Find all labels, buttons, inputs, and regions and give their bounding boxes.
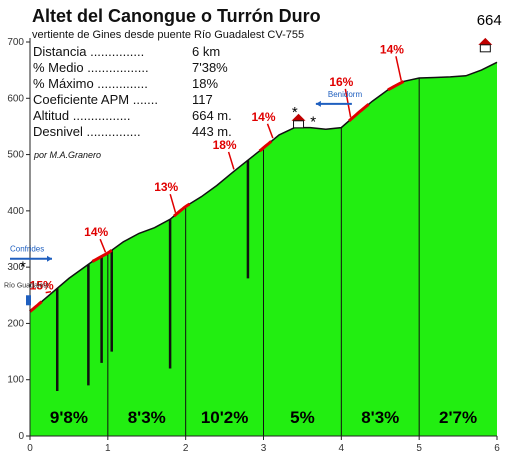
steep-section-4 [348, 103, 370, 122]
y-tick-label: 200 [7, 318, 24, 329]
direction-arrowhead [315, 100, 321, 107]
place-label: Río Guadalest [4, 282, 49, 289]
info-label: % Medio ................. [33, 60, 149, 75]
grade-label: 14% [251, 110, 275, 124]
grade-pointer [169, 193, 177, 213]
x-tick-label: 4 [339, 443, 345, 454]
y-tick-label: 400 [7, 206, 24, 217]
peak-altitude-label: 664 [477, 12, 502, 29]
info-label: Altitud ................ [33, 108, 131, 123]
y-tick-label: 100 [7, 375, 24, 386]
x-tick-label: 0 [27, 443, 33, 454]
steep-section-0 [28, 300, 43, 313]
y-tick-label: 500 [7, 150, 24, 161]
grade-label: 18% [213, 138, 237, 152]
grade-label: 15% [30, 279, 54, 293]
x-tick-label: 2 [183, 443, 189, 454]
info-label: % Máximo .............. [33, 76, 148, 91]
x-tick-label: 5 [416, 443, 422, 454]
grade-pointer [395, 56, 402, 81]
steep-section-5 [387, 80, 405, 92]
y-tick-label: 0 [18, 431, 24, 442]
info-value: 18% [192, 76, 218, 91]
junction-marker: * [310, 113, 316, 130]
chart-title: Altet del Canongue o Turrón Duro [32, 6, 321, 26]
grade-pointer [45, 290, 52, 294]
steep-section-2 [173, 202, 191, 218]
house-icon-body [293, 120, 305, 129]
info-label: Desnivel ............... [33, 124, 141, 139]
profile-layer [28, 61, 498, 437]
x-tick-label: 1 [105, 443, 111, 454]
y-tick-label: 700 [7, 37, 24, 48]
segment-grade-label: 5% [290, 408, 315, 427]
x-tick-label: 6 [494, 443, 500, 454]
grade-label: 14% [380, 42, 404, 56]
segment-grade-label: 2'7% [439, 408, 477, 427]
segment-grade-label: 9'8% [50, 408, 88, 427]
grade-label: 14% [84, 225, 108, 239]
chart-subtitle: vertiente de Gines desde puente Río Guad… [32, 29, 304, 41]
steep-section-1 [91, 249, 113, 263]
direction-arrowhead [47, 255, 52, 262]
grade-pointer [266, 123, 274, 139]
y-tick-label: 600 [7, 93, 24, 104]
axes: 0 100 200 300 400 500 600 700 0 1 2 3 4 5 6 [7, 37, 500, 454]
grade-pointer [227, 151, 235, 170]
info-value: 117 [192, 92, 213, 107]
house-icon [291, 113, 306, 121]
place-label: Benidorm [328, 90, 363, 99]
grade-label: 13% [154, 180, 178, 194]
info-value: 664 m. [192, 108, 232, 123]
info-label: Coeficiente APM ....... [33, 92, 158, 107]
x-tick-label: 3 [261, 443, 267, 454]
y-tick-label: 300 [7, 262, 24, 273]
info-value: 443 m. [192, 124, 232, 139]
house-icon [478, 37, 493, 45]
place-label: Confrides [10, 245, 44, 254]
info-value: 6 km [192, 44, 220, 59]
steep-section-3 [258, 140, 273, 153]
segment-grade-label: 10'2% [201, 408, 249, 427]
profile-line [29, 61, 498, 313]
segment-grade-label: 8'3% [128, 408, 166, 427]
junction-marker: * [292, 104, 298, 121]
chart-author: por M.A.Granero [33, 150, 101, 160]
info-box: Altet del Canongue o Turrón Duro vertien… [32, 6, 321, 160]
info-label: Distancia ............... [33, 44, 144, 59]
grade-labels: 9'8% 8'3% 10'2% 5% 8'3% 2'7% 15% 14% 13% 18% 14% 16… [4, 12, 502, 427]
segment-grade-label: 8'3% [361, 408, 399, 427]
house-icon-body [479, 44, 491, 53]
grade-pointer [99, 238, 107, 253]
grade-label: 16% [329, 75, 353, 89]
info-value: 7'38% [192, 60, 228, 75]
junction-marker: * [20, 259, 26, 276]
bridge-icon [26, 295, 31, 306]
